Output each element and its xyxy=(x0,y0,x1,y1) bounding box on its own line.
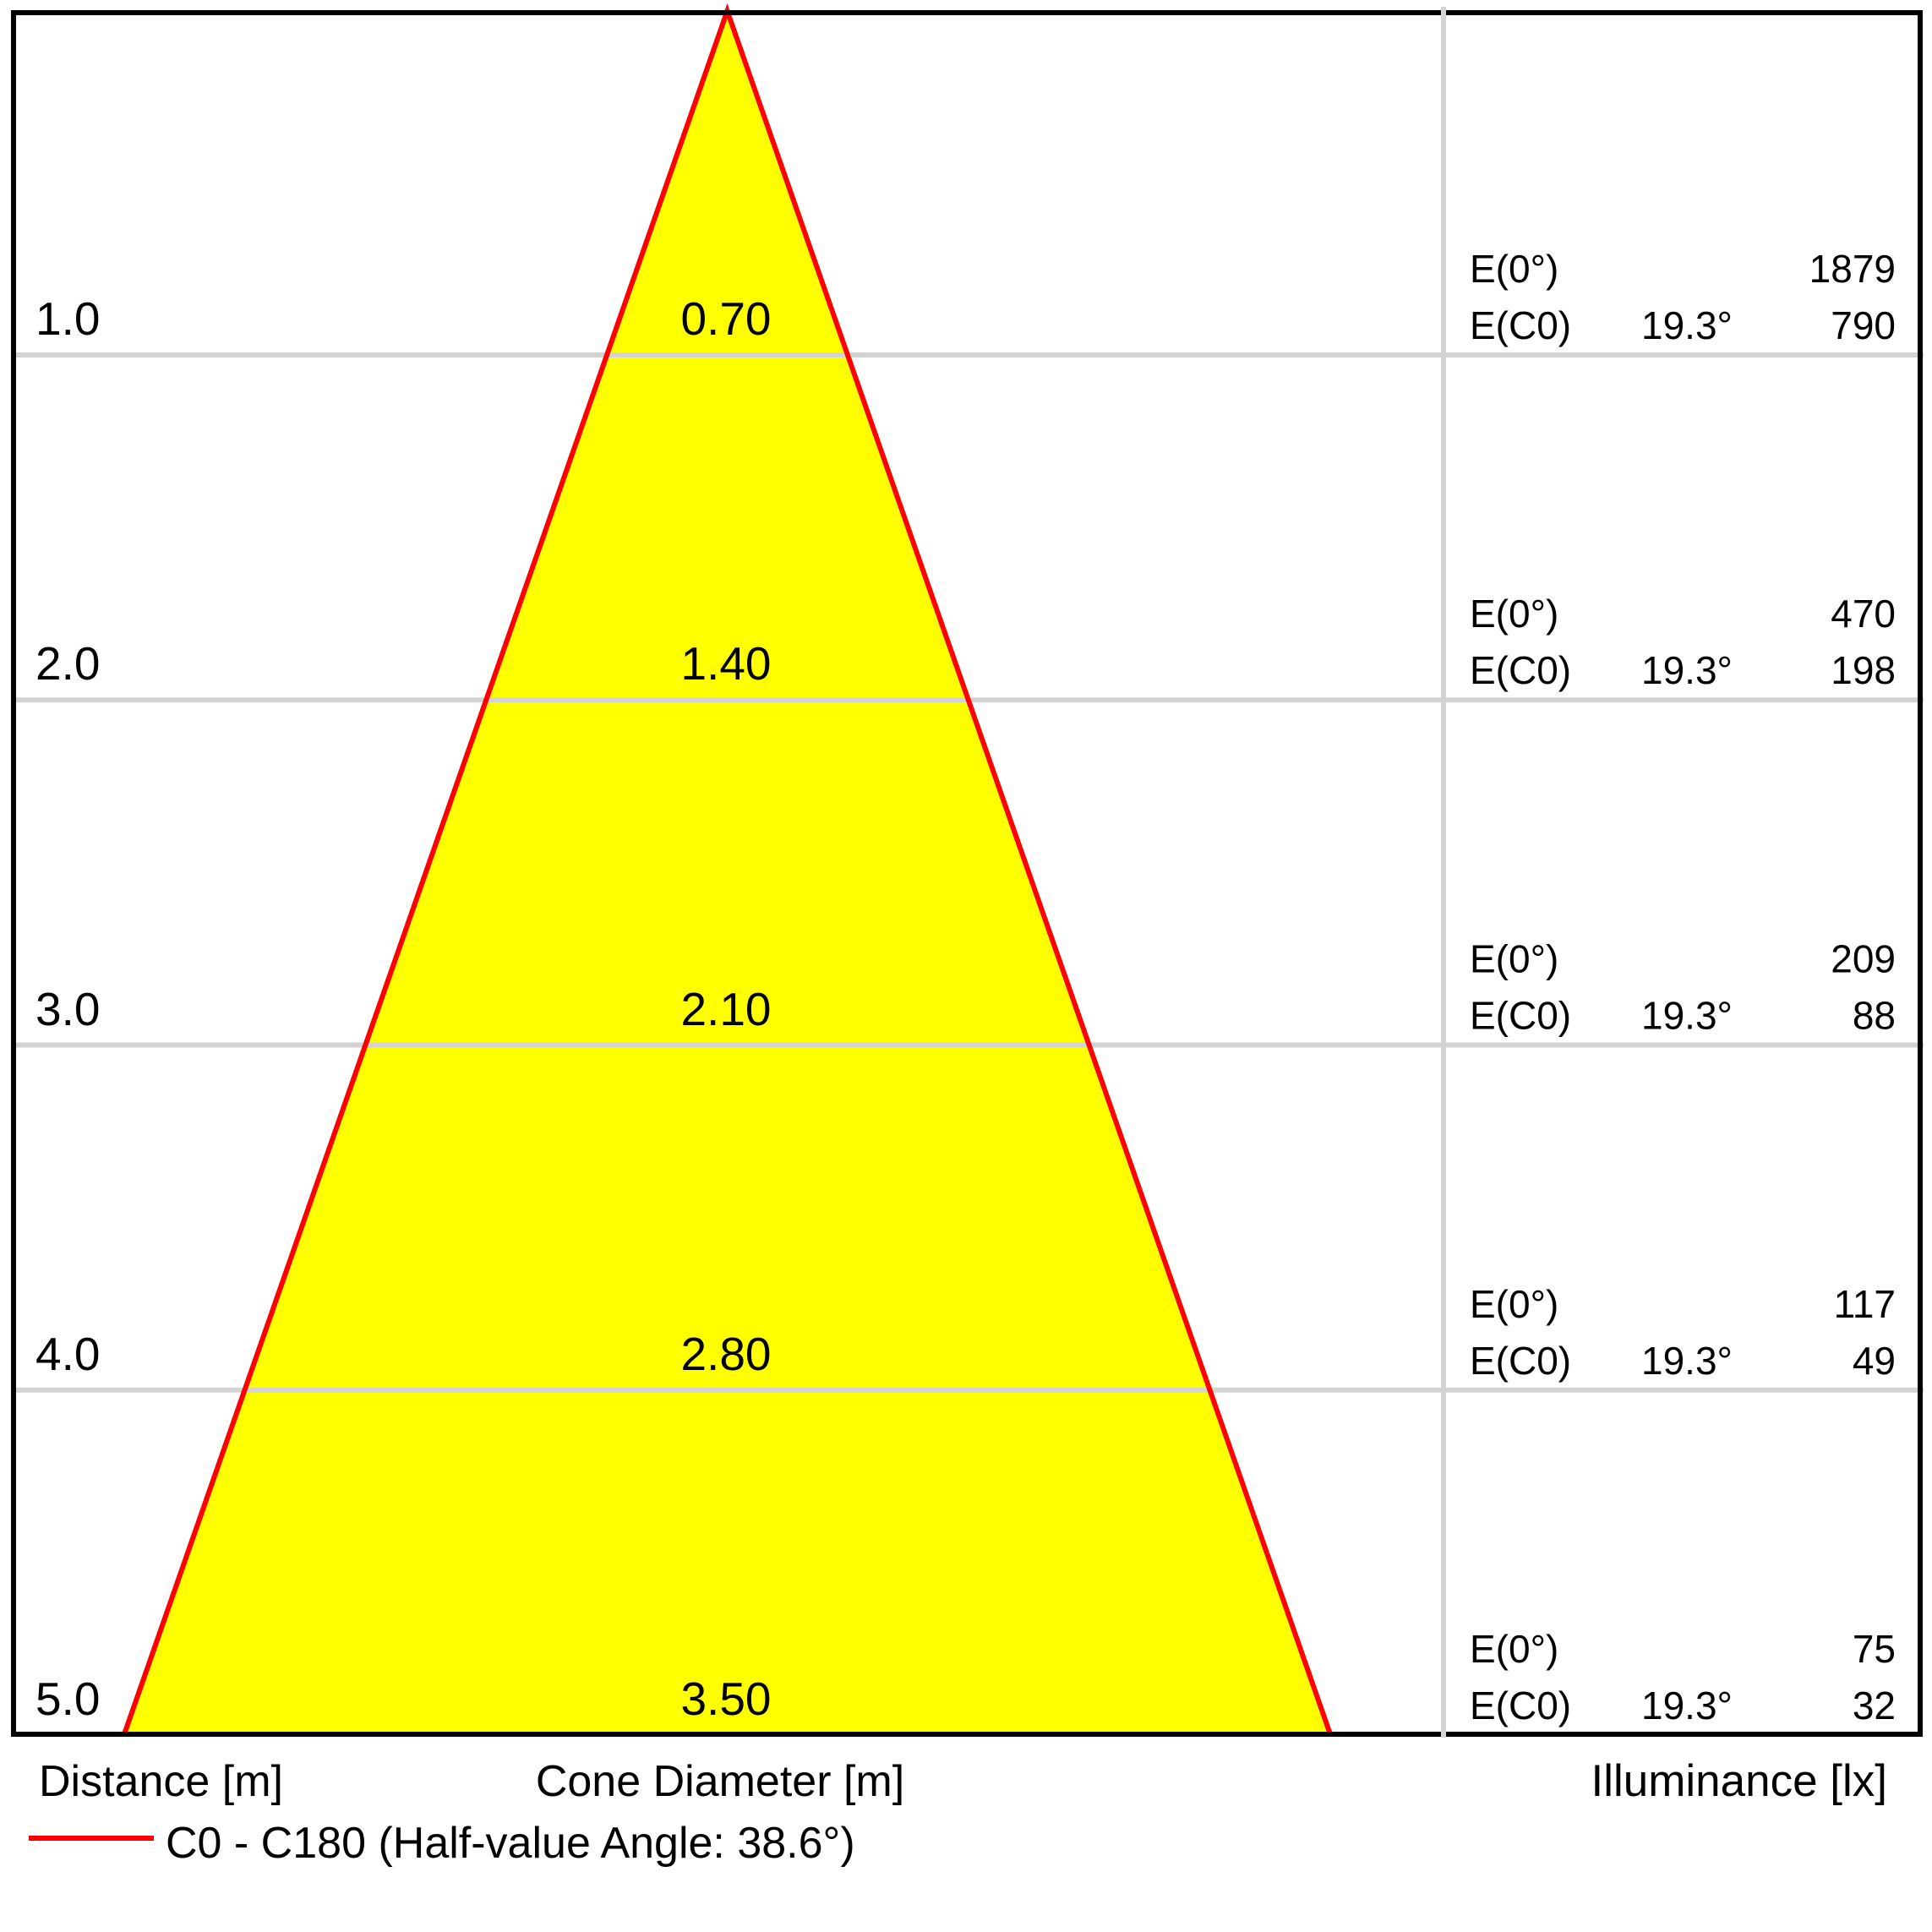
svg-text:19.3°: 19.3° xyxy=(1641,648,1733,692)
svg-text:C0 - C180 (Half-value Angle: 3: C0 - C180 (Half-value Angle: 38.6°) xyxy=(166,1819,855,1868)
svg-text:E(C0): E(C0) xyxy=(1470,303,1571,347)
svg-text:Distance [m]: Distance [m] xyxy=(39,1757,283,1806)
svg-text:E(C0): E(C0) xyxy=(1470,1684,1571,1727)
svg-text:117: 117 xyxy=(1834,1282,1896,1326)
svg-text:49: 49 xyxy=(1853,1339,1896,1383)
svg-text:3.0: 3.0 xyxy=(35,983,100,1035)
svg-text:470: 470 xyxy=(1831,592,1896,636)
svg-text:Illuminance [lx]: Illuminance [lx] xyxy=(1591,1756,1887,1806)
svg-text:1879: 1879 xyxy=(1809,247,1896,291)
svg-text:E(0°): E(0°) xyxy=(1470,1627,1558,1671)
svg-text:E(0°): E(0°) xyxy=(1470,592,1558,636)
svg-text:E(0°): E(0°) xyxy=(1470,937,1558,981)
svg-text:19.3°: 19.3° xyxy=(1641,1684,1733,1727)
svg-text:19.3°: 19.3° xyxy=(1641,1339,1733,1383)
svg-text:2.0: 2.0 xyxy=(35,637,100,690)
svg-text:E(C0): E(C0) xyxy=(1470,1339,1571,1383)
svg-text:4.0: 4.0 xyxy=(35,1328,100,1380)
svg-text:1.0: 1.0 xyxy=(35,292,100,345)
svg-text:E(0°): E(0°) xyxy=(1470,247,1558,291)
svg-text:19.3°: 19.3° xyxy=(1641,303,1733,347)
svg-text:E(C0): E(C0) xyxy=(1470,648,1571,692)
svg-text:75: 75 xyxy=(1853,1627,1896,1671)
svg-text:88: 88 xyxy=(1853,994,1896,1038)
svg-text:3.50: 3.50 xyxy=(680,1673,771,1725)
svg-text:E(C0): E(C0) xyxy=(1470,994,1571,1038)
svg-text:E(0°): E(0°) xyxy=(1470,1282,1558,1326)
svg-text:0.70: 0.70 xyxy=(680,292,771,345)
svg-text:1.40: 1.40 xyxy=(680,637,771,690)
svg-text:5.0: 5.0 xyxy=(35,1673,100,1725)
svg-text:790: 790 xyxy=(1831,303,1896,347)
svg-text:209: 209 xyxy=(1831,937,1896,981)
svg-text:198: 198 xyxy=(1831,648,1896,692)
svg-text:19.3°: 19.3° xyxy=(1641,994,1733,1038)
svg-text:32: 32 xyxy=(1853,1684,1896,1727)
svg-text:2.80: 2.80 xyxy=(680,1328,771,1380)
svg-text:Cone Diameter [m]: Cone Diameter [m] xyxy=(536,1757,904,1806)
svg-text:2.10: 2.10 xyxy=(680,983,771,1035)
